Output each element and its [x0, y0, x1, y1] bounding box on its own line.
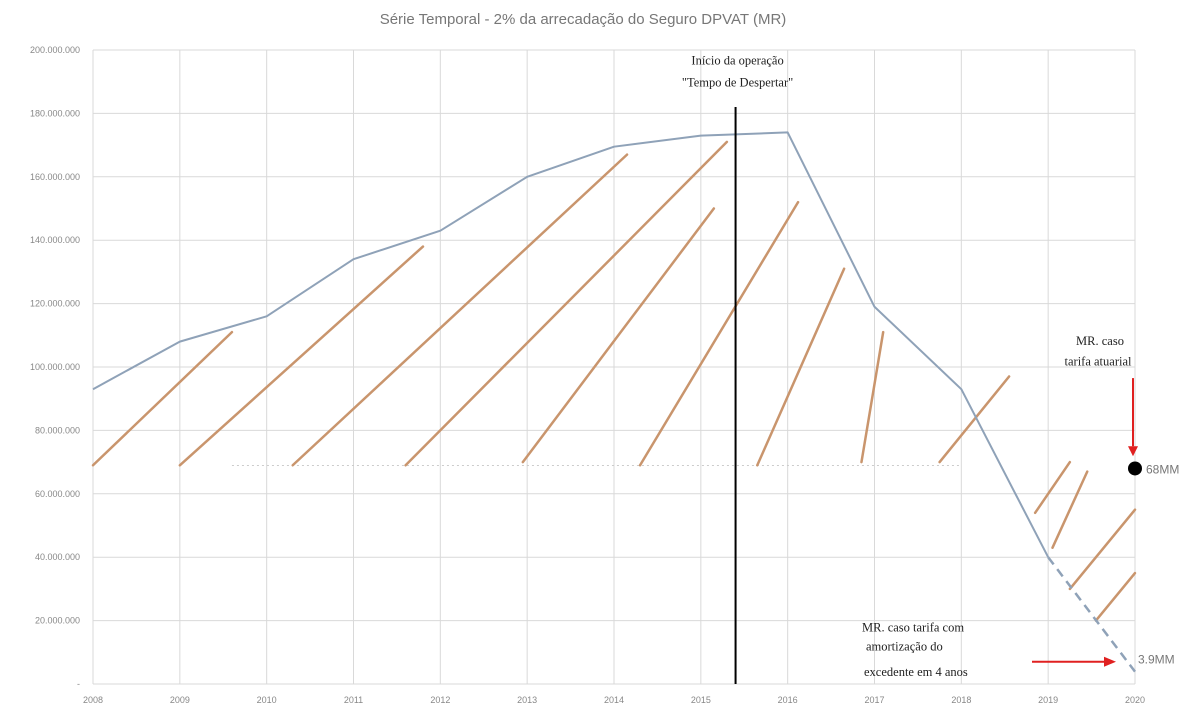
- hatch-line-5: [638, 200, 800, 467]
- actuarial-label-2: tarifa atuarial: [1065, 354, 1132, 368]
- y-tick-label-4: 80.000.000: [35, 425, 80, 435]
- series-line: [92, 131, 1050, 558]
- amortization-arrow-head: [1104, 656, 1116, 667]
- y-tick-label-9: 180.000.000: [30, 108, 80, 118]
- x-tick-label-11: 2019: [1038, 695, 1058, 705]
- hatch-line-3: [404, 140, 729, 467]
- grid: [92, 49, 1136, 685]
- x-tick-label-2: 2010: [257, 695, 277, 705]
- hatch-line-12: [1094, 571, 1137, 622]
- hatch-line-7: [860, 330, 885, 464]
- y-tick-label-8: 160.000.000: [30, 172, 80, 182]
- actuarial-arrow-head: [1128, 446, 1138, 457]
- y-axis-ticks: - 20.000.000 40.000.000 60.000.000 80.000.00…: [30, 45, 80, 689]
- x-tick-label-4: 2012: [430, 695, 450, 705]
- actuarial-label-1: MR. caso: [1076, 334, 1124, 348]
- y-tick-label-1: 20.000.000: [35, 616, 80, 626]
- x-tick-label-10: 2018: [951, 695, 971, 705]
- x-tick-label-8: 2016: [778, 695, 798, 705]
- y-tick-label-0: -: [77, 679, 80, 689]
- x-tick-label-3: 2011: [344, 695, 363, 705]
- chart-title: Série Temporal - 2% da arrecadação do Se…: [380, 11, 787, 28]
- actuarial-value-label: 68MM: [1146, 462, 1179, 476]
- hatch-line-10: [1051, 470, 1089, 549]
- amortization-label-2: amortização do: [866, 640, 943, 654]
- y-tick-label-2: 40.000.000: [35, 552, 80, 562]
- actuarial-point: [1128, 461, 1142, 476]
- hatch-lines: [91, 140, 1137, 622]
- hatch-line-2: [291, 153, 629, 467]
- operation-start-label-1: Início da operação: [691, 53, 783, 67]
- x-tick-label-1: 2009: [170, 695, 190, 705]
- operation-start-label-2: "Tempo de Despertar": [682, 75, 793, 89]
- x-tick-label-5: 2013: [517, 695, 537, 705]
- hatch-line-11: [1068, 508, 1137, 591]
- amortization-label-3: excedente em 4 anos: [864, 665, 968, 679]
- hatch-line-6: [756, 267, 846, 467]
- hatch-line-9: [1033, 460, 1072, 515]
- hatch-line-1: [178, 245, 425, 467]
- x-tick-label-7: 2015: [691, 695, 711, 705]
- y-tick-label-3: 60.000.000: [35, 489, 80, 499]
- x-tick-label-0: 2008: [83, 695, 103, 705]
- y-tick-label-6: 120.000.000: [30, 299, 80, 309]
- x-tick-label-12: 2020: [1125, 695, 1145, 705]
- y-tick-label-7: 140.000.000: [30, 235, 80, 245]
- x-tick-label-9: 2017: [864, 695, 884, 705]
- x-axis-ticks: 2008 2009 2010 2011 2012 2013 2014 2015 2016 2017…: [83, 695, 1145, 705]
- y-tick-label-10: 200.000.000: [30, 45, 80, 55]
- amortization-value-label: 3.9MM: [1138, 652, 1175, 666]
- hatch-line-8: [938, 375, 1011, 464]
- hatch-line-0: [91, 330, 234, 467]
- hatch-line-4: [521, 207, 716, 464]
- y-tick-label-5: 100.000.000: [30, 362, 80, 372]
- x-tick-label-6: 2014: [604, 695, 624, 705]
- amortization-label-1: MR. caso tarifa com: [862, 621, 964, 635]
- projection-line: [1047, 556, 1136, 673]
